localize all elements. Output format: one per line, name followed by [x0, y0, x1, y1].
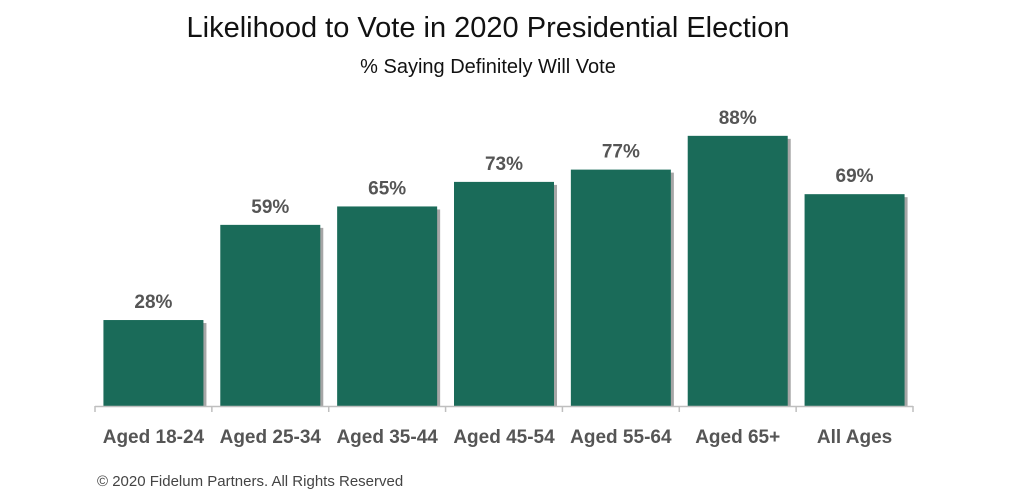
data-label: 65%	[368, 178, 406, 199]
chart-title: Likelihood to Vote in 2020 Presidential …	[187, 12, 790, 44]
bar-aged-65-	[687, 135, 788, 406]
bar-aged-25-34	[220, 224, 321, 406]
x-axis	[94, 405, 914, 412]
data-label: 77%	[602, 142, 640, 163]
bar-aged-18-24	[103, 320, 204, 406]
data-label: 73%	[485, 154, 523, 175]
data-label: 69%	[836, 166, 874, 187]
bar-all-ages	[804, 194, 905, 406]
bar-aged-35-44	[337, 206, 438, 406]
x-tick-label: Aged 18-24	[103, 427, 205, 448]
bar-aged-55-64	[570, 169, 671, 406]
data-label: 59%	[251, 197, 289, 218]
chart-subtitle: % Saying Definitely Will Vote	[360, 56, 616, 78]
bar-aged-45-54	[454, 181, 554, 406]
x-tick-label: Aged 65+	[695, 427, 780, 448]
x-tick-label: Aged 25-34	[220, 427, 322, 448]
x-tick-label: Aged 55-64	[570, 427, 672, 448]
x-tick-label: Aged 35-44	[336, 427, 438, 448]
data-label: 28%	[134, 292, 172, 313]
data-label: 88%	[719, 108, 757, 129]
x-tick-label: All Ages	[817, 427, 892, 448]
copyright-footer: © 2020 Fidelum Partners. All Rights Rese…	[97, 473, 403, 490]
bars-layer	[103, 135, 908, 406]
labels-layer: 28% Aged 18-24 59% Aged 25-34 65% Aged 35-44 7…	[103, 108, 892, 448]
x-tick-label: Aged 45-54	[453, 427, 555, 448]
